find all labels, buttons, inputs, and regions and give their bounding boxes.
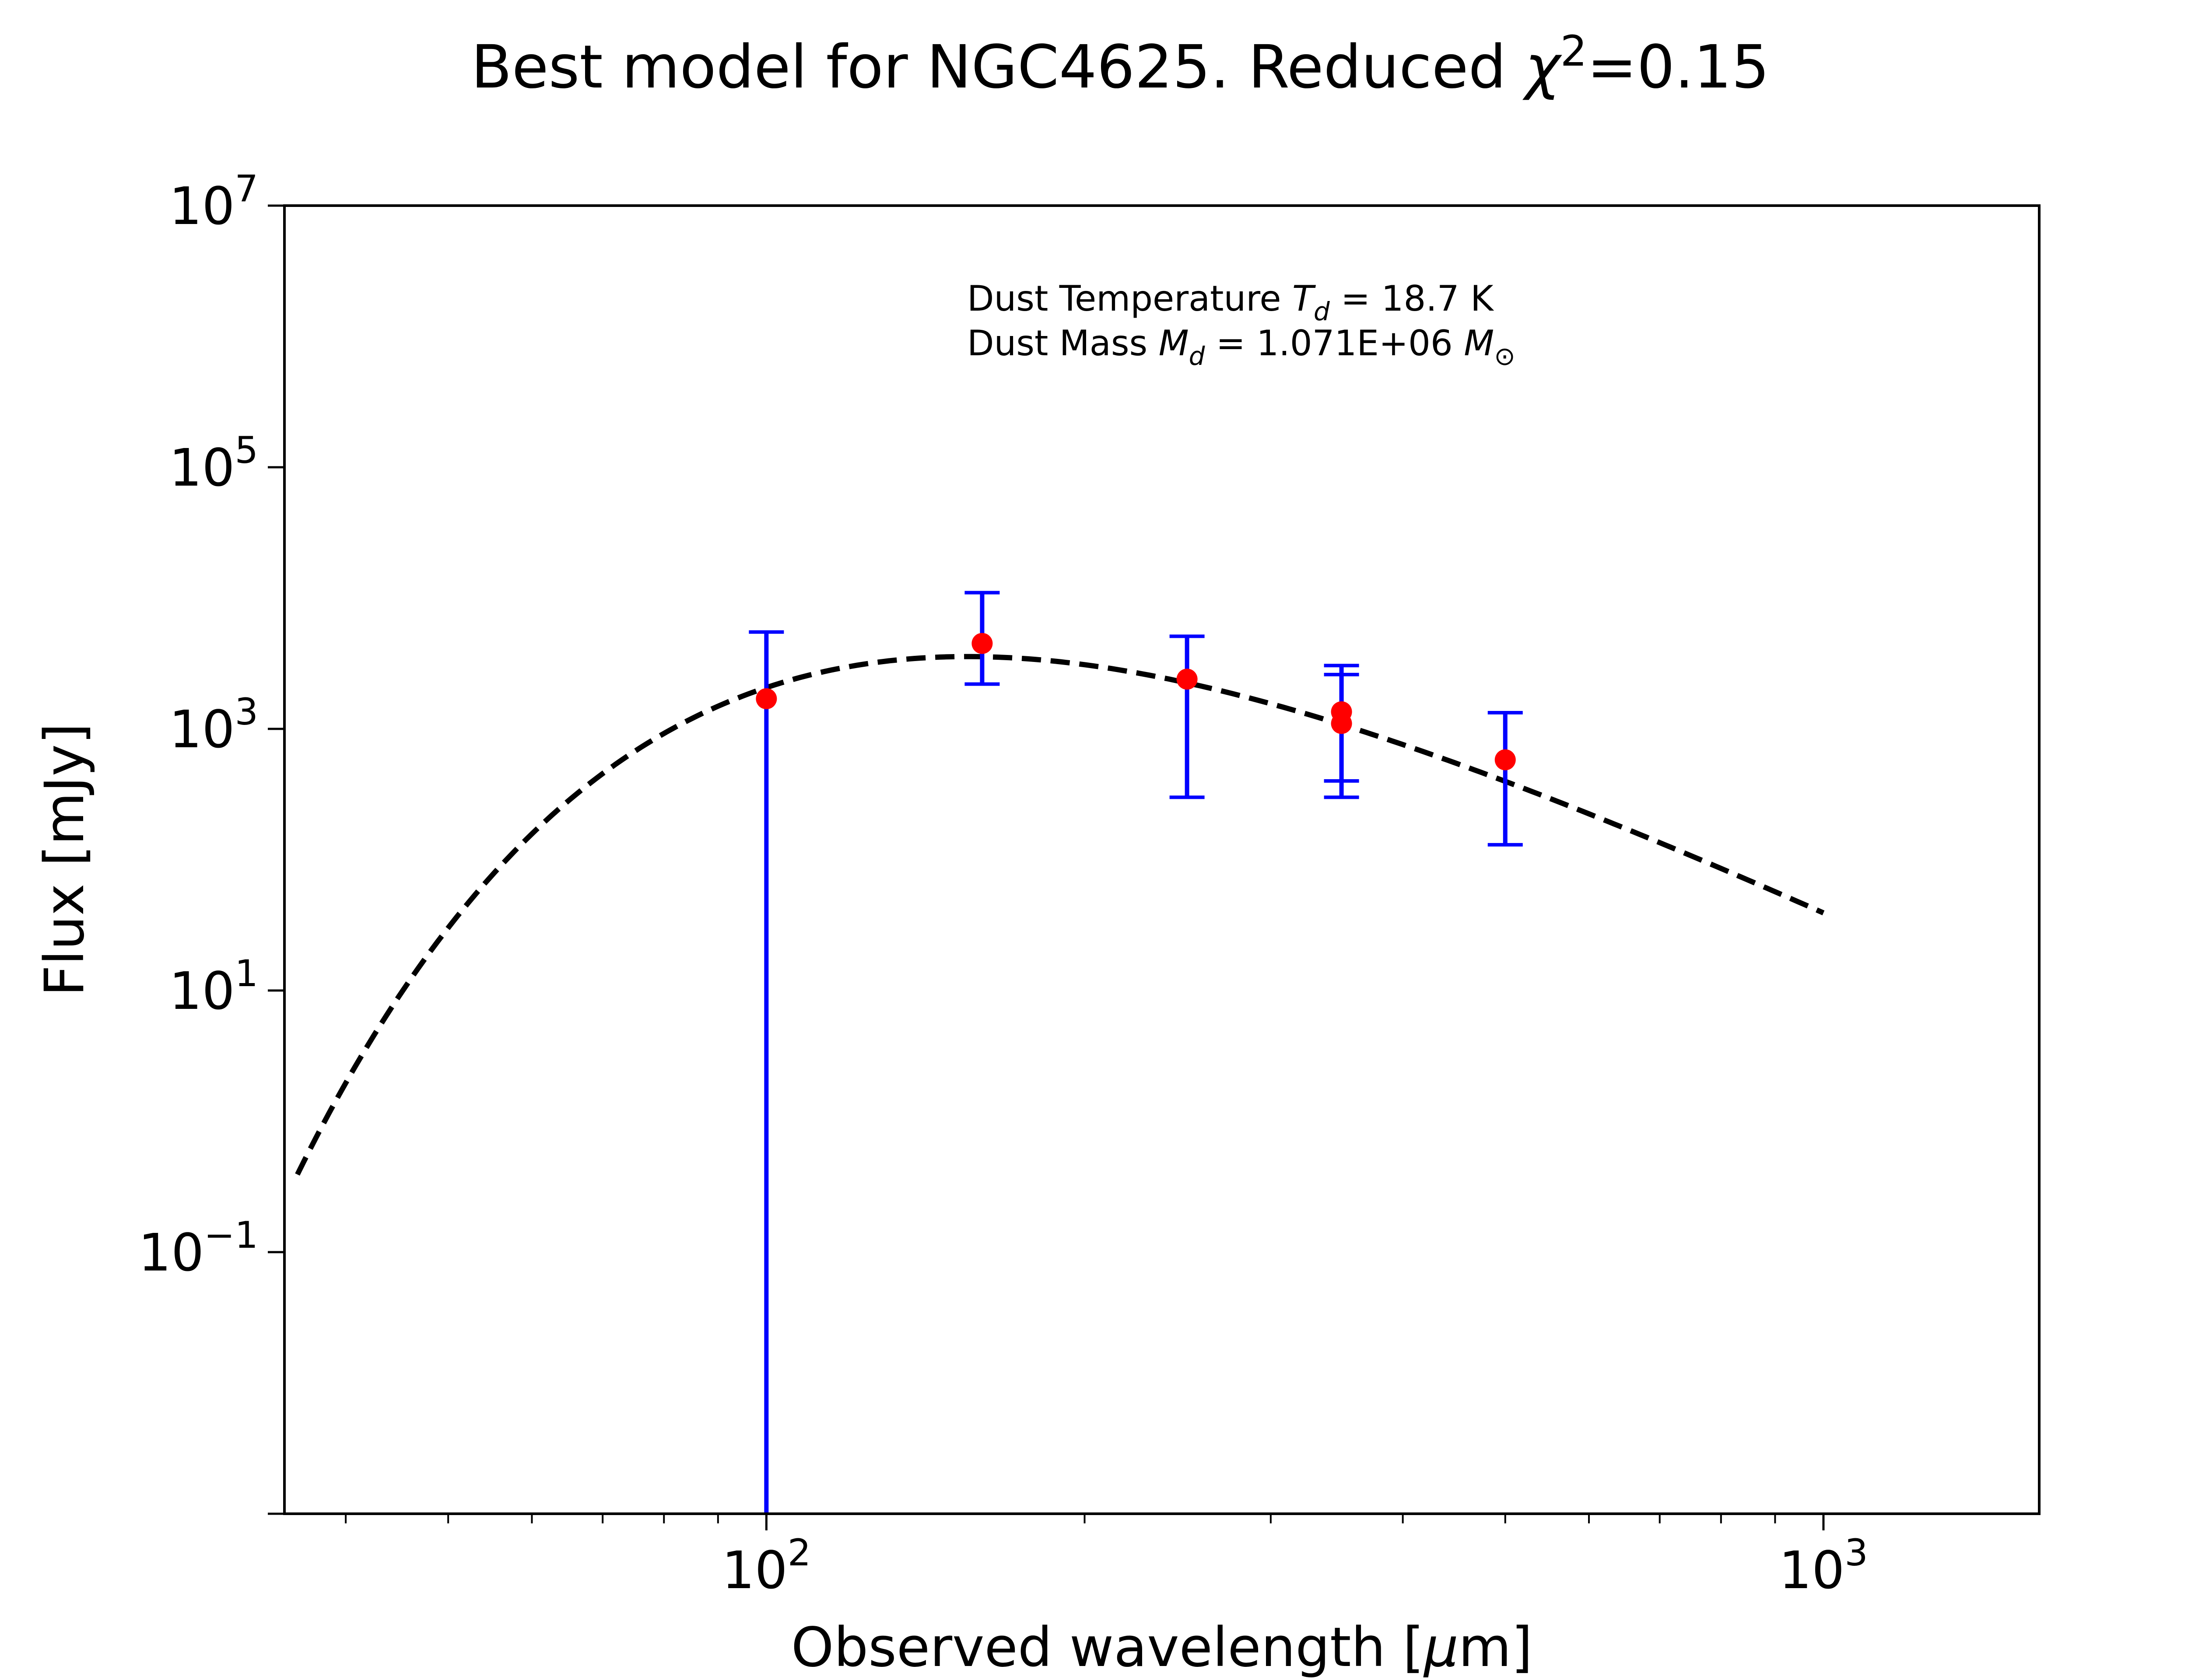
error-bar: [749, 630, 784, 1514]
annotation-temperature: Dust Temperature Td = 18.7 K: [967, 278, 1494, 326]
data-point: [756, 688, 777, 710]
chart-title-prefix: Best model for NGC4625. Reduced: [471, 33, 1525, 102]
y-axis-ticks: 10−1 101 103 105 107: [138, 167, 284, 1515]
data-point: [1494, 749, 1516, 770]
data-point: [1331, 713, 1352, 734]
y-tick-label: 103: [169, 690, 258, 760]
error-bar: [1487, 710, 1523, 847]
y-axis-label: Flux [mJy]: [33, 723, 96, 997]
x-axis-label: Observed wavelength [μm]: [791, 1616, 1532, 1679]
errorbar-layer: [749, 591, 1523, 1514]
model-layer: [295, 654, 1825, 1176]
x-axis-ticks: 102 103: [345, 1514, 1868, 1600]
x-tick-label: 102: [722, 1531, 811, 1600]
model-curve: [295, 654, 1825, 1176]
chart-title-chi: χ: [1522, 33, 1562, 102]
chart-title-suffix: =0.15: [1587, 33, 1770, 102]
point-layer: [756, 633, 1516, 770]
error-bar: [1169, 634, 1205, 799]
y-tick-label: 101: [169, 952, 258, 1021]
chart-title: Best model for NGC4625. Reduced χ2=0.15: [471, 27, 1770, 102]
plot-area: [295, 591, 1825, 1514]
y-tick-label: 107: [169, 167, 258, 236]
x-tick-label: 103: [1779, 1531, 1868, 1600]
annotation-mass: Dust Mass Md = 1.071E+06 M⊙: [967, 323, 1515, 371]
data-point: [1176, 668, 1198, 690]
data-point: [971, 633, 993, 654]
axes-frame: [283, 204, 2041, 1515]
y-tick-label: 105: [169, 429, 258, 498]
y-tick-label: 10−1: [138, 1214, 258, 1283]
chart-title-sup: 2: [1560, 27, 1587, 76]
